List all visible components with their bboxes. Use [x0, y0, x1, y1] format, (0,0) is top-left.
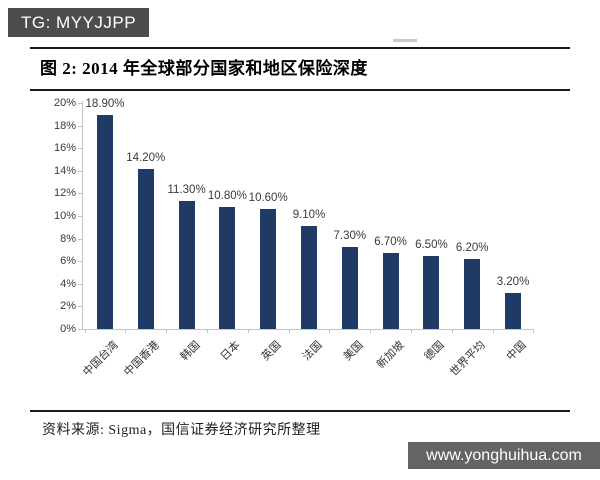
y-tick-label: 20% — [53, 97, 76, 109]
title-divider-top — [30, 47, 570, 49]
bar-value-label: 10.60% — [248, 192, 288, 205]
y-tick-label: 2% — [60, 300, 76, 313]
bar — [382, 253, 399, 329]
bar — [219, 206, 236, 329]
x-tick-mark — [84, 329, 86, 333]
y-tick-mark — [78, 148, 82, 150]
x-axis-line — [82, 329, 534, 330]
bar-value-label: 7.30% — [333, 229, 367, 242]
bar — [464, 258, 481, 329]
bar — [423, 255, 440, 329]
x-category-label: 德国 — [422, 339, 448, 364]
x-category-label: 韩国 — [178, 339, 203, 364]
y-tick-label: 4% — [60, 277, 76, 290]
x-category-label: 美国 — [341, 339, 366, 364]
y-tick-mark — [78, 170, 82, 172]
bar-value-label: 3.20% — [496, 275, 530, 288]
y-tick-label: 8% — [60, 232, 76, 245]
y-tick-label: 16% — [53, 142, 76, 155]
bar-value-label: 9.10% — [292, 209, 326, 222]
bar — [341, 246, 358, 329]
x-tick-mark — [288, 329, 290, 333]
bar-value-label: 6.70% — [374, 236, 407, 249]
y-tick-mark — [78, 283, 82, 285]
x-category-label: 日本 — [218, 339, 244, 364]
watermark-url: www.yonghuihua.com — [408, 442, 600, 469]
y-tick-mark — [78, 261, 82, 263]
x-tick-mark — [492, 329, 494, 333]
bar — [137, 168, 154, 329]
x-category-label: 法国 — [300, 339, 325, 364]
y-tick-label: 6% — [60, 255, 76, 268]
x-tick-mark — [451, 329, 453, 333]
x-tick-mark — [370, 329, 372, 333]
x-category-label: 世界平均 — [448, 339, 488, 379]
y-tick-mark — [78, 193, 82, 195]
source-note: 资料来源: Sigma，国信证券经济研究所整理 — [42, 423, 321, 438]
bar — [260, 209, 277, 329]
x-category-label: 中国 — [504, 339, 529, 364]
bar-value-label: 14.20% — [126, 151, 166, 164]
y-tick-mark — [78, 329, 82, 330]
x-category-label: 新加坡 — [374, 339, 407, 371]
x-tick-mark — [247, 329, 249, 333]
source-divider — [30, 410, 570, 412]
y-tick-mark — [78, 125, 82, 127]
bar-value-label: 10.80% — [207, 189, 247, 202]
y-tick-label: 14% — [53, 164, 76, 177]
y-tick-label: 12% — [53, 187, 76, 200]
bar-value-label: 18.90% — [85, 98, 125, 111]
bar — [301, 226, 317, 329]
bar-value-label: 6.20% — [455, 241, 489, 254]
x-category-label: 英国 — [259, 339, 284, 364]
figure-title: 图 2: 2014 年全球部分国家和地区保险深度 — [40, 59, 368, 78]
x-tick-mark — [125, 329, 127, 333]
x-tick-mark — [329, 329, 331, 333]
bar-value-label: 6.50% — [415, 238, 448, 251]
bar — [178, 201, 195, 329]
x-tick-mark — [533, 329, 535, 333]
y-tick-mark — [78, 306, 82, 308]
bar-value-label: 11.30% — [167, 184, 206, 197]
y-tick-label: 10% — [53, 210, 76, 222]
y-tick-label: 0% — [60, 323, 76, 335]
title-divider-bottom — [30, 89, 570, 91]
y-tick-mark — [78, 238, 82, 240]
y-tick-mark — [78, 103, 82, 104]
x-tick-mark — [411, 329, 412, 333]
y-tick-mark — [78, 216, 82, 217]
x-category-label: 中国香港 — [121, 339, 162, 379]
y-axis-line — [82, 101, 83, 329]
x-category-label: 中国台湾 — [81, 339, 121, 379]
bar — [505, 292, 521, 329]
telegram-contact-banner: TG: MYYJJPP — [8, 8, 150, 37]
x-tick-mark — [166, 329, 168, 333]
y-tick-label: 18% — [53, 119, 76, 132]
bar — [97, 115, 113, 329]
smudge-artifact — [393, 39, 417, 42]
x-tick-mark — [207, 329, 208, 333]
